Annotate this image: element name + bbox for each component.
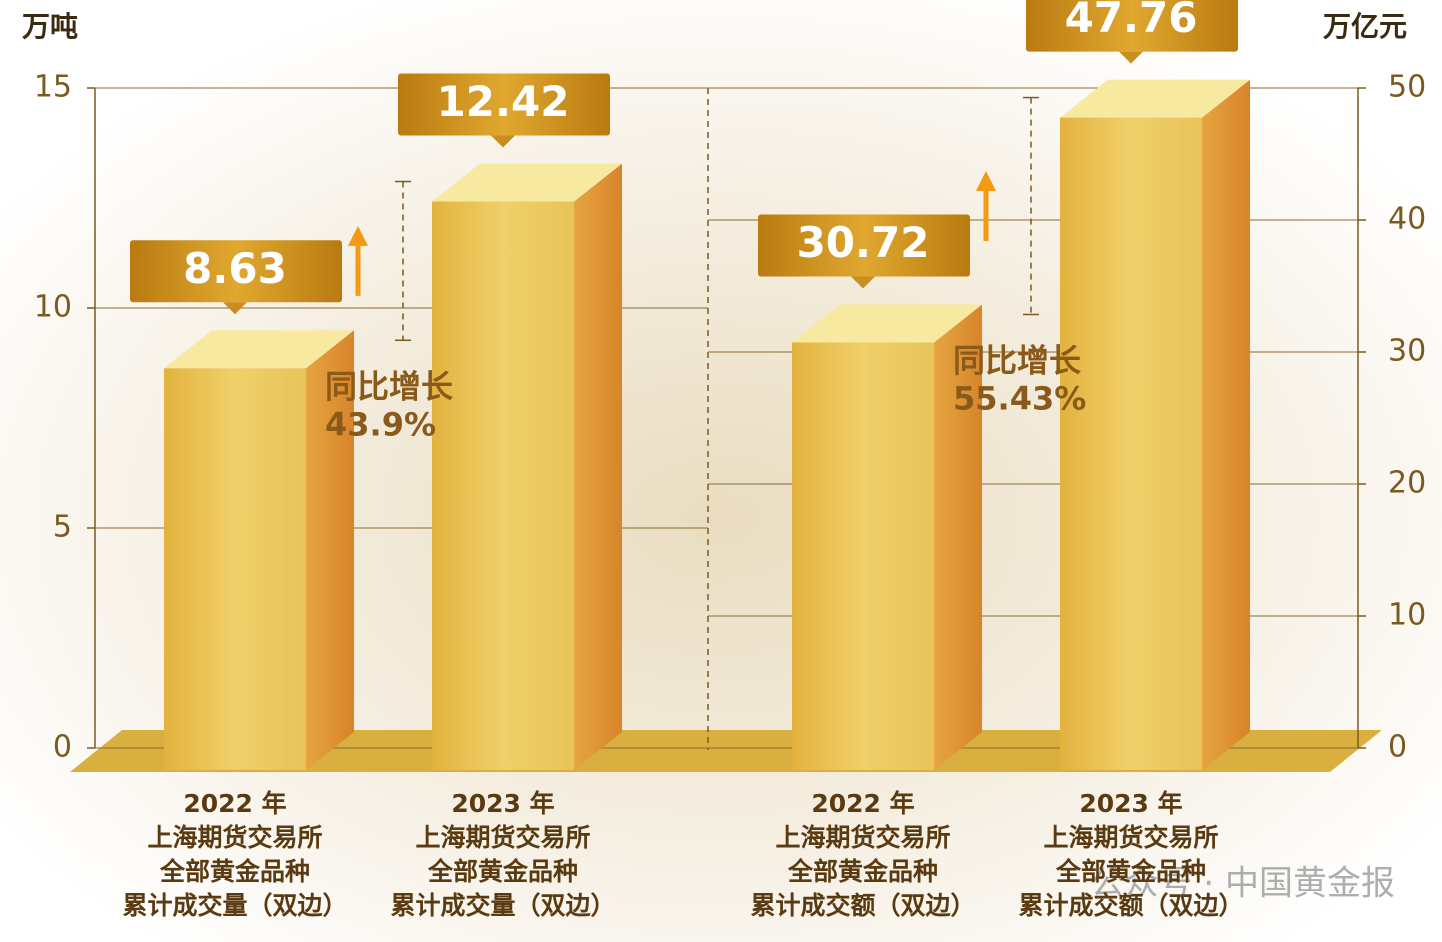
- bar: [164, 368, 306, 748]
- bar-top: [1060, 79, 1250, 118]
- x-tick-label: 累计成交量（双边）: [122, 891, 347, 920]
- value-label-pointer: [223, 302, 247, 315]
- y-tick-label: 0: [53, 730, 72, 765]
- bar-side: [934, 304, 982, 770]
- y-tick-label: 5: [53, 510, 72, 545]
- bar-base: [432, 748, 574, 770]
- x-tick-label: 累计成交量（双边）: [390, 891, 615, 920]
- x-tick-label: 全部黄金品种: [787, 857, 938, 886]
- x-tick-label: 全部黄金品种: [1055, 857, 1206, 886]
- value-label-pointer: [491, 135, 515, 148]
- growth-arrow-head: [348, 225, 368, 246]
- x-tick-label: 上海期货交易所: [415, 823, 590, 852]
- annotation: 43.9%: [325, 405, 436, 443]
- bar-base: [1060, 748, 1202, 770]
- bar-side: [574, 163, 622, 770]
- value-label-pointer: [1119, 51, 1143, 64]
- y-tick-label: 10: [1388, 598, 1426, 633]
- value-label-box: [758, 214, 970, 277]
- x-tick-label: 2023 年: [451, 789, 554, 818]
- x-tick-label: 上海期货交易所: [1043, 823, 1218, 852]
- x-tick-label: 2022 年: [183, 789, 286, 818]
- x-tick-label: 上海期货交易所: [775, 823, 950, 852]
- bar: [1060, 117, 1202, 749]
- y-tick-label: 0: [1388, 730, 1407, 765]
- bar: [432, 201, 574, 748]
- axis-label: 万亿元: [1323, 10, 1407, 43]
- y-tick-label: 15: [34, 70, 72, 105]
- value-label-box: [1026, 0, 1238, 52]
- axis-label: 万吨: [22, 10, 78, 43]
- value-label-pointer: [851, 276, 875, 289]
- y-tick-label: 20: [1388, 466, 1426, 501]
- x-tick-label: 上海期货交易所: [147, 823, 322, 852]
- bar-top: [164, 330, 354, 369]
- x-tick-label: 全部黄金品种: [427, 857, 578, 886]
- x-tick-label: 2023 年: [1079, 789, 1182, 818]
- annotation: 同比增长: [325, 367, 453, 405]
- x-tick-label: 全部黄金品种: [159, 857, 310, 886]
- value-label: 30.72: [797, 218, 930, 267]
- bar-top: [792, 304, 982, 343]
- bar-top: [432, 163, 622, 202]
- value-label-box: [398, 73, 610, 136]
- y-tick-label: 30: [1388, 334, 1426, 369]
- x-tick-label: 累计成交额（双边）: [750, 891, 975, 920]
- y-tick-label: 50: [1388, 70, 1426, 105]
- bar: [792, 342, 934, 748]
- value-label-box: [130, 240, 342, 303]
- x-tick-label: 累计成交额（双边）: [1018, 891, 1243, 920]
- bar-side: [1202, 79, 1250, 771]
- annotation: 同比增长: [953, 341, 1081, 379]
- bar-side: [306, 330, 354, 770]
- value-label: 12.42: [437, 77, 570, 126]
- bar-base: [792, 748, 934, 770]
- value-label: 8.63: [183, 244, 287, 293]
- floor: [70, 730, 1382, 772]
- value-label: 47.76: [1065, 0, 1198, 42]
- bar-base: [164, 748, 306, 770]
- annotation: 55.43%: [953, 379, 1086, 417]
- watermark: 公众号 · 中国黄金报: [1091, 864, 1395, 904]
- x-tick-label: 2022 年: [811, 789, 914, 818]
- y-tick-label: 40: [1388, 202, 1426, 237]
- y-tick-label: 10: [34, 290, 72, 325]
- growth-arrow-head: [976, 171, 996, 192]
